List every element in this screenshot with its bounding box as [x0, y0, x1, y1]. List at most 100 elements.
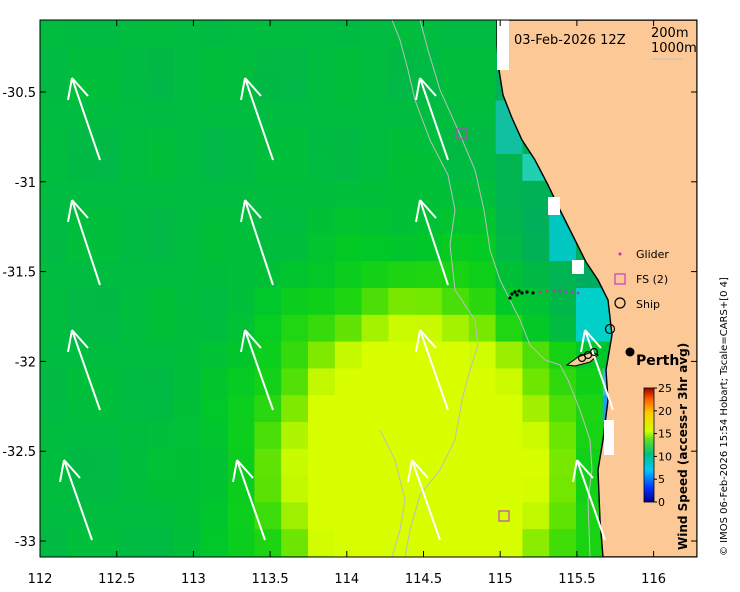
wind-cell [200, 341, 229, 369]
wind-cell [388, 207, 416, 235]
wind-cell [147, 100, 175, 128]
wind-cell [254, 46, 282, 75]
wind-cell [147, 154, 175, 182]
wind-cell [120, 180, 148, 209]
wind-cell [120, 475, 148, 503]
wind-cell [174, 314, 202, 343]
wind-cell [334, 422, 363, 450]
y-tick-label: -31.5 [2, 266, 36, 281]
wind-cell [227, 288, 255, 316]
wind-cell [334, 368, 363, 396]
glider-point [513, 290, 517, 294]
wind-cell [93, 127, 121, 155]
wind-cell [93, 46, 121, 75]
wind-cell [468, 46, 497, 75]
glider-point [538, 290, 542, 294]
wind-cell [120, 502, 148, 530]
glider-point [552, 289, 556, 293]
wind-arrow [240, 329, 274, 411]
wind-cell [495, 234, 523, 262]
wind-cell [308, 422, 336, 450]
wind-cell [200, 288, 229, 316]
fs-marker [498, 510, 510, 522]
wind-cell [40, 234, 68, 262]
wind-cell [415, 20, 443, 48]
wind-cell [361, 556, 389, 557]
glider-point [520, 291, 524, 295]
wind-cell [174, 475, 202, 503]
wind-cell [308, 288, 336, 316]
wind-cell [120, 73, 148, 101]
wind-cell [254, 475, 282, 503]
wind-cell [40, 154, 68, 182]
y-tick-label: -31 [15, 176, 36, 191]
colorbar-tick-label: 20 [658, 405, 672, 418]
wind-cell [281, 234, 309, 262]
wind-cell [522, 475, 550, 503]
wind-cell [40, 127, 68, 155]
wind-cell [495, 180, 523, 209]
wind-cell [308, 100, 336, 128]
wind-cell [227, 20, 255, 48]
wind-cell [549, 475, 577, 503]
wind-cell [522, 341, 550, 369]
credit-text: © IMOS 06-Feb-2026 15:54 Hobart; Tscale=… [719, 277, 730, 556]
wind-cell [120, 100, 148, 128]
wind-cell [442, 448, 470, 477]
wind-cell [334, 448, 363, 477]
wind-cell [227, 529, 255, 557]
wind-cell [227, 154, 255, 182]
wind-cell [388, 288, 416, 316]
wind-cell [254, 368, 282, 396]
wind-cell [120, 154, 148, 182]
wind-cell [549, 395, 577, 423]
wind-cell [93, 502, 121, 530]
wind-cell [147, 475, 175, 503]
wind-cell [120, 20, 148, 48]
wind-cell [468, 20, 497, 48]
wind-arrow [407, 459, 441, 541]
y-axis: -30.5 -31 -31.5 -32 -32.5 -33 [2, 86, 697, 550]
wind-cell [200, 475, 229, 503]
wind-cell [254, 529, 282, 557]
wind-cell [254, 73, 282, 101]
wind-cell [388, 180, 416, 209]
wind-cell [361, 154, 389, 182]
wind-cell [388, 73, 416, 101]
wind-cell [308, 234, 336, 262]
wind-cell [227, 127, 255, 155]
wind-cell [147, 368, 175, 396]
colorbar-tick-label: 25 [658, 382, 672, 395]
wind-cell [147, 556, 175, 557]
wind-arrows [59, 77, 614, 541]
wind-cell [227, 261, 255, 289]
wind-cell [442, 73, 470, 101]
wind-cell [415, 422, 443, 450]
wind-cell [40, 368, 68, 396]
x-tick-label: 115.5 [558, 572, 595, 587]
wind-cell [549, 502, 577, 530]
wind-cell [522, 395, 550, 423]
wind-cell [308, 73, 336, 101]
wind-cell [40, 207, 68, 235]
wind-cell [442, 180, 470, 209]
legend-fs-label: FS (2) [636, 273, 668, 286]
wind-cell [254, 20, 282, 48]
wind-cell [93, 475, 121, 503]
wind-cell [468, 261, 497, 289]
glider-point [515, 293, 519, 297]
wind-cell [254, 154, 282, 182]
wind-cell [415, 288, 443, 316]
wind-arrow [572, 459, 606, 541]
wind-arrow [67, 77, 101, 161]
wind-cell [388, 529, 416, 557]
wind-cell [281, 180, 309, 209]
wind-cell [40, 529, 68, 557]
wind-cell [361, 46, 389, 75]
wind-cell [147, 46, 175, 75]
wind-cell [361, 127, 389, 155]
wind-cell [93, 288, 121, 316]
wind-cell [227, 422, 255, 450]
wind-cell [147, 502, 175, 530]
